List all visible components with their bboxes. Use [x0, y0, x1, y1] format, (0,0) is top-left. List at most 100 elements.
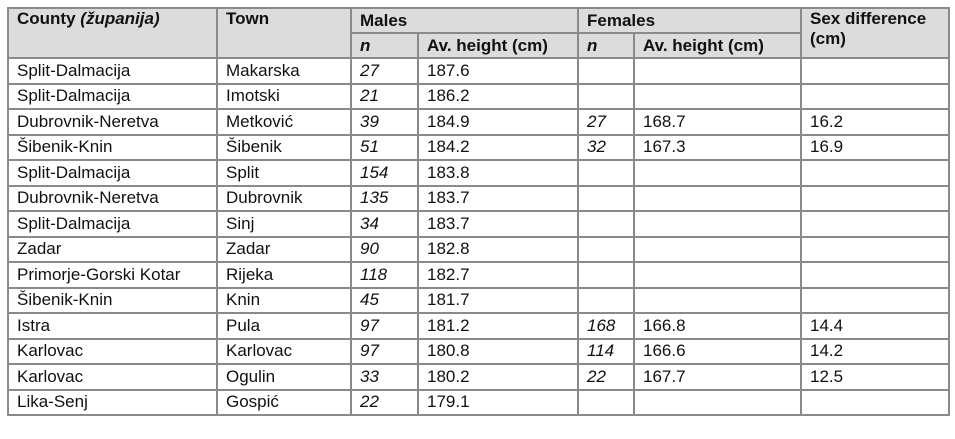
- header-females: Females: [577, 7, 802, 34]
- cell-m-n: 34: [350, 210, 419, 238]
- header-sex-difference: Sex difference (cm): [800, 7, 950, 59]
- cell-town: Gospić: [216, 388, 352, 416]
- cell-f-h: 167.7: [633, 363, 802, 391]
- cell-town: Rijeka: [216, 261, 352, 289]
- cell-diff: 16.9: [800, 133, 950, 161]
- cell-f-h: [633, 57, 802, 85]
- cell-diff: [800, 388, 950, 416]
- cell-f-h: [633, 184, 802, 212]
- table-row: Karlovac Ogulin 33 180.2 22 167.7 12.5: [7, 363, 950, 391]
- cell-diff: [800, 286, 950, 314]
- cell-county: Split-Dalmacija: [7, 159, 218, 187]
- cell-county: Šibenik-Knin: [7, 286, 218, 314]
- cell-town: Metković: [216, 108, 352, 136]
- cell-town: Šibenik: [216, 133, 352, 161]
- cell-diff: [800, 82, 950, 110]
- cell-m-n: 97: [350, 312, 419, 340]
- cell-m-n: 33: [350, 363, 419, 391]
- cell-county: Split-Dalmacija: [7, 57, 218, 85]
- table-row: Split-Dalmacija Split 154 183.8: [7, 159, 950, 187]
- cell-m-h: 184.2: [417, 133, 579, 161]
- table-row: Zadar Zadar 90 182.8: [7, 235, 950, 263]
- cell-f-h: 166.6: [633, 337, 802, 365]
- cell-m-h: 183.8: [417, 159, 579, 187]
- county-native-label: (županija): [80, 9, 160, 28]
- cell-f-n: [577, 57, 635, 85]
- height-table: County (županija) Town Males Females Sex…: [7, 7, 950, 416]
- cell-county: Zadar: [7, 235, 218, 263]
- cell-f-n: 27: [577, 108, 635, 136]
- cell-f-h: [633, 159, 802, 187]
- cell-county: Šibenik-Knin: [7, 133, 218, 161]
- table-row: Split-Dalmacija Imotski 21 186.2: [7, 82, 950, 110]
- cell-f-n: 22: [577, 363, 635, 391]
- cell-diff: 12.5: [800, 363, 950, 391]
- table-row: Šibenik-Knin Knin 45 181.7: [7, 286, 950, 314]
- cell-f-n: [577, 286, 635, 314]
- cell-county: Dubrovnik-Neretva: [7, 184, 218, 212]
- cell-town: Zadar: [216, 235, 352, 263]
- cell-county: Split-Dalmacija: [7, 210, 218, 238]
- cell-f-n: [577, 235, 635, 263]
- cell-f-n: [577, 210, 635, 238]
- cell-m-n: 90: [350, 235, 419, 263]
- cell-m-n: 97: [350, 337, 419, 365]
- cell-m-h: 180.2: [417, 363, 579, 391]
- cell-m-h: 179.1: [417, 388, 579, 416]
- cell-f-h: 166.8: [633, 312, 802, 340]
- cell-f-h: 167.3: [633, 133, 802, 161]
- cell-f-n: [577, 388, 635, 416]
- cell-m-h: 180.8: [417, 337, 579, 365]
- cell-county: Primorje-Gorski Kotar: [7, 261, 218, 289]
- cell-county: Karlovac: [7, 337, 218, 365]
- cell-m-n: 21: [350, 82, 419, 110]
- cell-m-h: 181.2: [417, 312, 579, 340]
- cell-m-n: 45: [350, 286, 419, 314]
- cell-county: Dubrovnik-Neretva: [7, 108, 218, 136]
- header-males-n: n: [350, 32, 419, 59]
- cell-f-h: [633, 210, 802, 238]
- header-row-2: n Av. height (cm) n Av. height (cm): [8, 32, 949, 59]
- table-row: Istra Pula 97 181.2 168 166.8 14.4: [7, 312, 950, 340]
- cell-f-n: [577, 184, 635, 212]
- cell-town: Pula: [216, 312, 352, 340]
- cell-m-h: 183.7: [417, 184, 579, 212]
- cell-county: Istra: [7, 312, 218, 340]
- cell-town: Knin: [216, 286, 352, 314]
- cell-m-n: 51: [350, 133, 419, 161]
- cell-f-n: 168: [577, 312, 635, 340]
- sex-difference-unit: (cm): [810, 29, 846, 48]
- table-row: Karlovac Karlovac 97 180.8 114 166.6 14.2: [7, 337, 950, 365]
- cell-town: Ogulin: [216, 363, 352, 391]
- cell-county: Split-Dalmacija: [7, 82, 218, 110]
- cell-diff: 14.4: [800, 312, 950, 340]
- cell-f-n: [577, 159, 635, 187]
- cell-county: Karlovac: [7, 363, 218, 391]
- table-row: Primorje-Gorski Kotar Rijeka 118 182.7: [7, 261, 950, 289]
- cell-town: Karlovac: [216, 337, 352, 365]
- cell-m-h: 186.2: [417, 82, 579, 110]
- cell-diff: [800, 210, 950, 238]
- table-row: Split-Dalmacija Makarska 27 187.6: [7, 57, 950, 85]
- table-row: Dubrovnik-Neretva Dubrovnik 135 183.7: [7, 184, 950, 212]
- header-row-1: County (županija) Town Males Females Sex…: [7, 7, 950, 59]
- cell-m-n: 154: [350, 159, 419, 187]
- header-males-height: Av. height (cm): [417, 32, 579, 59]
- cell-m-n: 118: [350, 261, 419, 289]
- table-row: Lika-Senj Gospić 22 179.1: [7, 388, 950, 416]
- cell-town: Split: [216, 159, 352, 187]
- cell-m-h: 183.7: [417, 210, 579, 238]
- cell-f-h: [633, 388, 802, 416]
- cell-town: Dubrovnik: [216, 184, 352, 212]
- cell-county: Lika-Senj: [7, 388, 218, 416]
- header-county: County (županija): [7, 7, 218, 59]
- cell-diff: 14.2: [800, 337, 950, 365]
- cell-diff: [800, 235, 950, 263]
- cell-m-h: 187.6: [417, 57, 579, 85]
- cell-m-n: 27: [350, 57, 419, 85]
- cell-m-n: 135: [350, 184, 419, 212]
- table-row: Dubrovnik-Neretva Metković 39 184.9 27 168.7 1…: [7, 108, 950, 136]
- table-row: Šibenik-Knin Šibenik 51 184.2 32 167.3 16.9: [7, 133, 950, 161]
- cell-f-h: 168.7: [633, 108, 802, 136]
- cell-town: Imotski: [216, 82, 352, 110]
